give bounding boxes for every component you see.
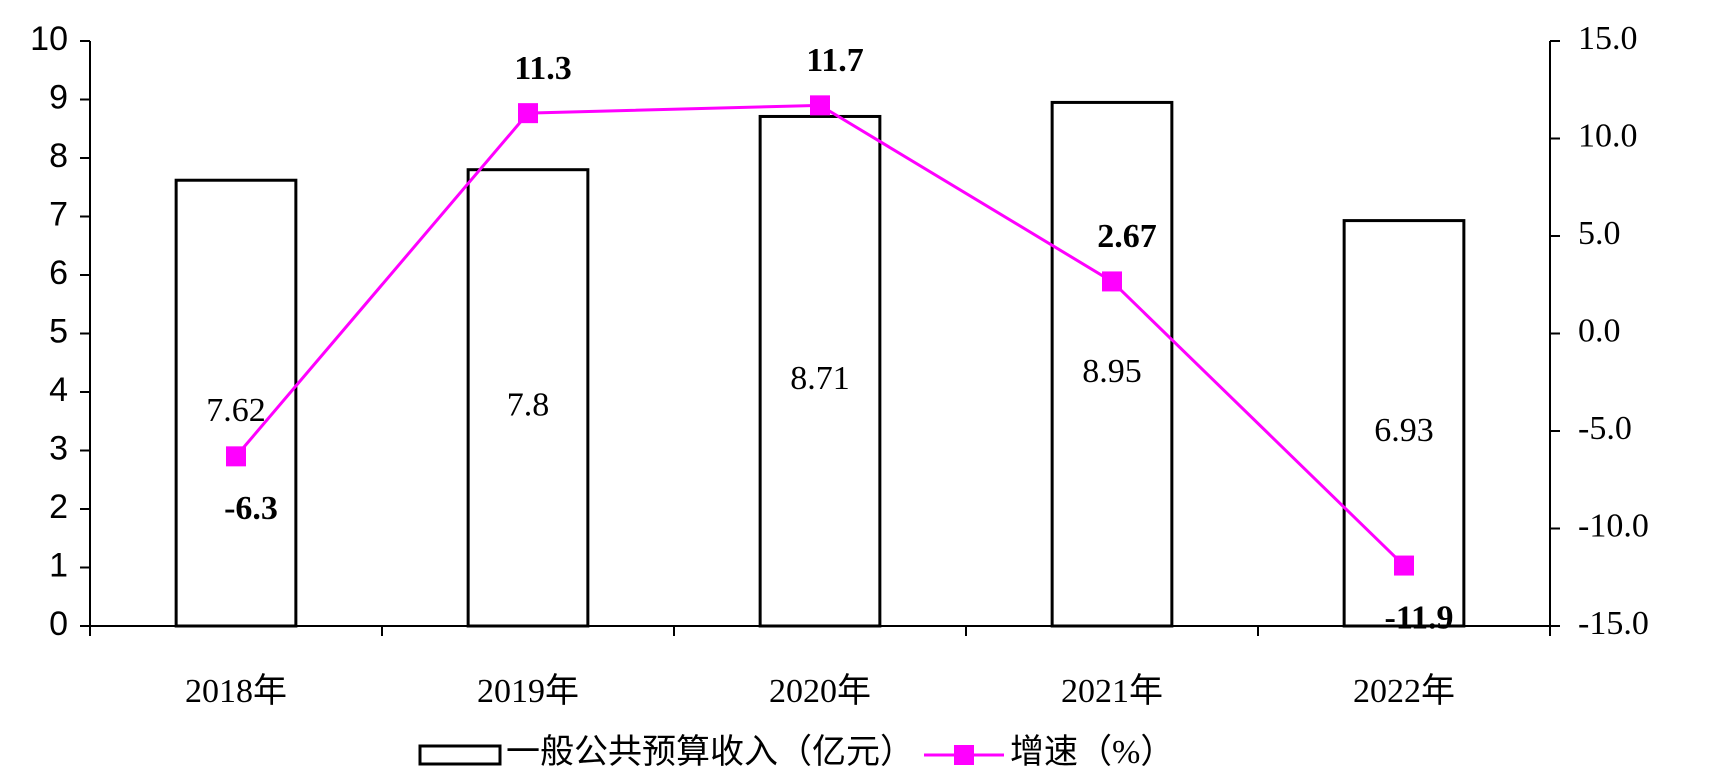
line-value-label: 11.7 [806,42,864,79]
bar-value-label: 8.95 [1082,353,1142,390]
legend-label: 一般公共预算收入（亿元） [506,733,914,771]
y2-tick-label: -15.0 [1578,605,1649,642]
line-marker [810,95,830,116]
x-tick-label: 2020年 [769,672,871,710]
line-marker [518,103,538,124]
x-tick-label: 2019年 [477,672,579,710]
y2-tick-label: 5.0 [1578,215,1621,252]
bar-value-label: 7.8 [507,387,550,424]
y-tick-label: 4 [49,371,68,409]
legend-swatch [418,744,502,766]
line-marker [1102,271,1122,292]
y2-tick-label: 15.0 [1578,20,1638,57]
bar [174,178,298,628]
line-value-label: 2.67 [1097,218,1157,255]
bar-value-label: 6.93 [1374,412,1434,449]
y-tick-label: 6 [49,254,68,292]
line-value-label: 11.3 [514,50,572,87]
bar-value-label: 7.62 [206,392,266,429]
y-tick-label: 0 [49,605,68,643]
y-tick-label: 2 [49,488,68,526]
line-marker [1394,555,1414,576]
legend-marker [954,745,974,765]
y-tick-label: 7 [49,195,68,233]
bar [1050,100,1174,628]
bar [466,168,590,628]
y-tick-label: 9 [49,78,68,116]
y-tick-label: 3 [49,429,68,467]
x-tick-label: 2022年 [1353,672,1455,710]
x-tick-label: 2021年 [1061,672,1163,710]
y-tick-label: 5 [49,312,68,350]
y2-tick-label: 0.0 [1578,312,1621,349]
y2-tick-label: 10.0 [1578,117,1638,154]
y-tick-label: 1 [49,546,68,584]
line-value-label: -6.3 [224,490,278,527]
legend-label: 增速（%） [1010,733,1174,771]
y2-tick-label: -10.0 [1578,507,1649,544]
y-tick-label: 8 [49,137,68,175]
line-marker [226,446,246,467]
line-value-label: -11.9 [1385,599,1454,636]
bar [758,114,882,628]
y2-tick-label: -5.0 [1578,410,1632,447]
y-tick-label: 10 [30,20,68,58]
bar-value-label: 8.71 [790,360,850,397]
x-tick-label: 2018年 [185,672,287,710]
